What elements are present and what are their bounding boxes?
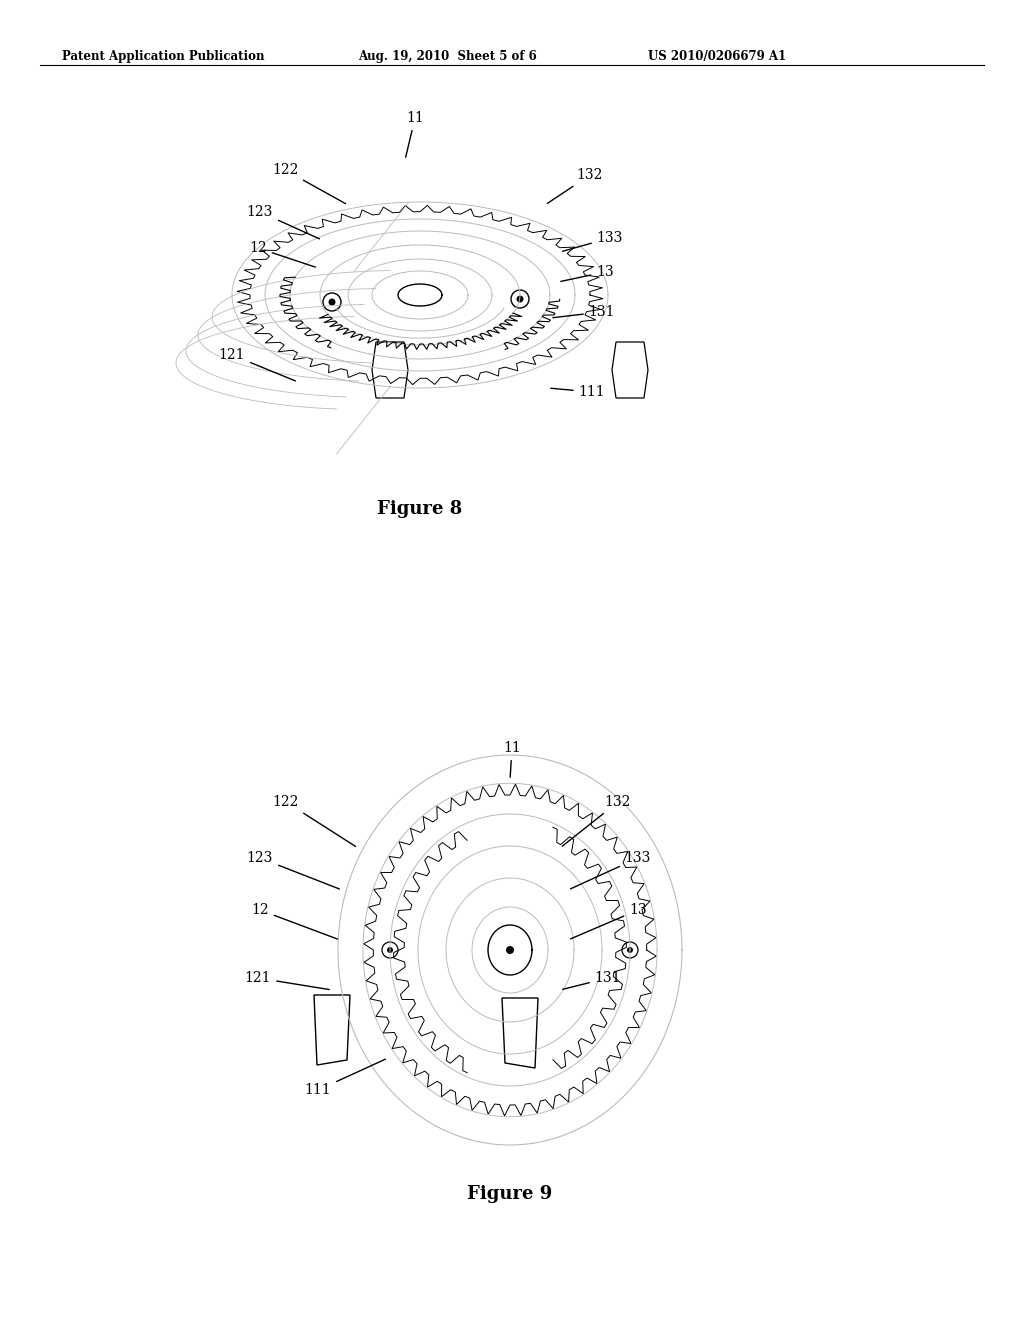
Text: 132: 132 [547, 168, 603, 203]
Text: 13: 13 [570, 903, 647, 939]
Text: 121: 121 [219, 348, 296, 381]
Polygon shape [502, 998, 538, 1068]
Polygon shape [314, 995, 350, 1065]
Text: Aug. 19, 2010  Sheet 5 of 6: Aug. 19, 2010 Sheet 5 of 6 [358, 50, 537, 63]
Text: 133: 133 [562, 231, 624, 251]
Text: 12: 12 [251, 903, 337, 939]
Circle shape [627, 946, 633, 953]
Text: Figure 8: Figure 8 [378, 500, 463, 517]
Text: 122: 122 [272, 795, 355, 846]
Circle shape [506, 946, 514, 954]
Polygon shape [372, 342, 408, 399]
Text: 131: 131 [553, 305, 615, 319]
Text: 122: 122 [271, 162, 345, 203]
Text: 132: 132 [562, 795, 631, 846]
Text: 11: 11 [406, 111, 424, 157]
Text: 123: 123 [247, 205, 319, 239]
Circle shape [516, 296, 523, 302]
Text: 111: 111 [305, 1059, 385, 1097]
Text: 13: 13 [561, 265, 613, 281]
Text: 131: 131 [563, 972, 622, 989]
Text: 12: 12 [249, 242, 315, 267]
Text: 121: 121 [245, 972, 330, 990]
Text: 133: 133 [570, 851, 651, 888]
Text: US 2010/0206679 A1: US 2010/0206679 A1 [648, 50, 786, 63]
Text: 11: 11 [503, 741, 521, 777]
Circle shape [329, 298, 336, 305]
Text: Figure 9: Figure 9 [467, 1185, 553, 1203]
Text: 111: 111 [551, 385, 605, 399]
Circle shape [387, 946, 393, 953]
Polygon shape [612, 342, 648, 399]
Text: Patent Application Publication: Patent Application Publication [62, 50, 264, 63]
Text: 123: 123 [247, 851, 339, 888]
